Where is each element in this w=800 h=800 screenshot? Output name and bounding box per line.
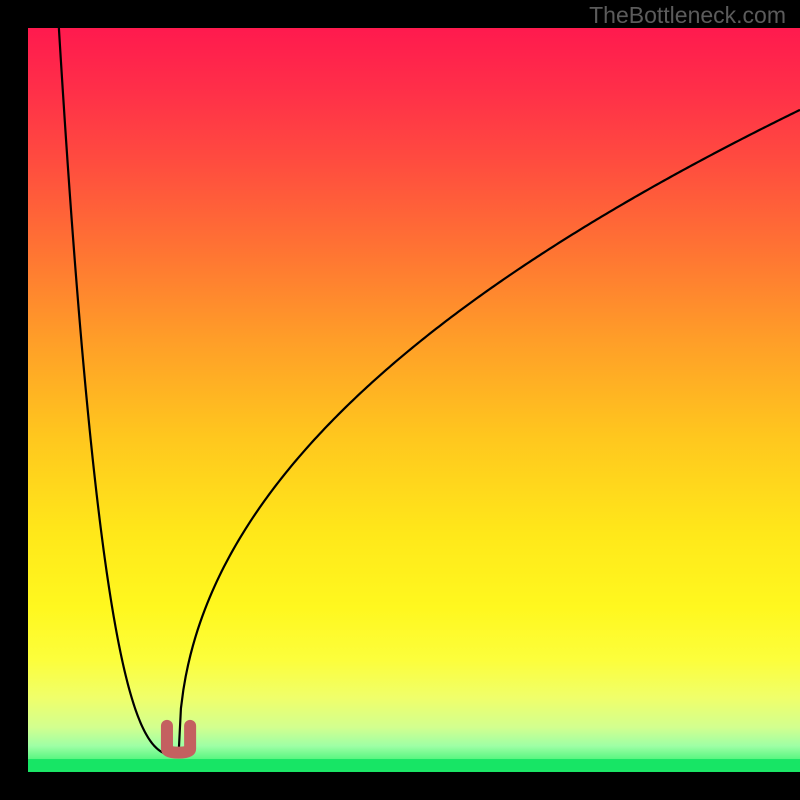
chart-stage: TheBottleneck.com	[0, 0, 800, 800]
watermark-text: TheBottleneck.com	[589, 2, 786, 29]
plot-area	[28, 28, 800, 772]
bottleneck-chart-svg	[0, 0, 800, 800]
green-baseline-band	[28, 759, 800, 770]
